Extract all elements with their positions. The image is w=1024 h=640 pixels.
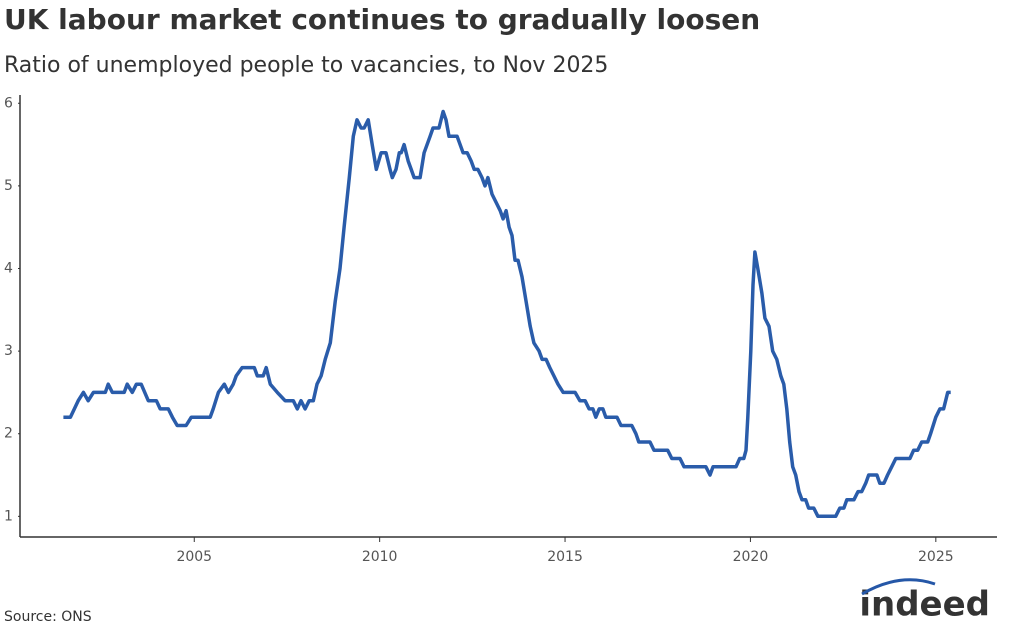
x-tick-label: 2025: [918, 549, 954, 565]
source-note: Source: ONS: [4, 609, 92, 625]
y-tick-label: 5: [4, 178, 13, 194]
y-tick-label: 2: [4, 426, 13, 442]
chart-title: UK labour market continues to gradually …: [4, 3, 760, 36]
x-tick-label: 2015: [547, 549, 583, 565]
data-line: [63, 109, 951, 519]
y-tick-label: 6: [4, 95, 13, 111]
x-tick-label: 2005: [176, 549, 212, 565]
chart-subtitle: Ratio of unemployed people to vacancies,…: [4, 53, 608, 78]
y-tick-label: 3: [4, 343, 13, 359]
x-tick-label: 2020: [733, 549, 769, 565]
logo-arc: [861, 578, 936, 596]
y-tick-label: 4: [4, 260, 13, 276]
x-tick-label: 2010: [362, 549, 398, 565]
y-tick-label: 1: [4, 508, 13, 524]
logo: indeed: [859, 585, 990, 625]
